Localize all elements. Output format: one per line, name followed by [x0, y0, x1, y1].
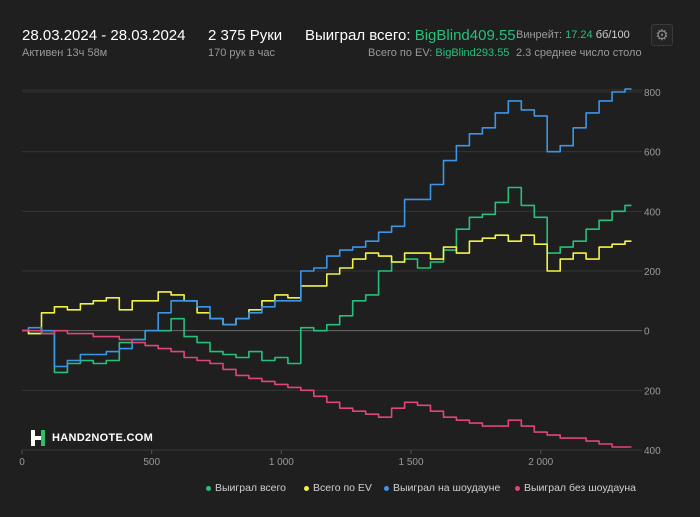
winrate: Винрейт: 17.24 бб/100	[516, 29, 630, 41]
stats-header: 28.03.2024 - 28.03.2024 Активен 13ч 58м …	[0, 0, 700, 70]
series-showdown	[22, 88, 632, 368]
x-tick-label: 500	[143, 457, 160, 468]
won-total-value: BigBlind409.55	[414, 27, 516, 44]
series-won-total	[22, 186, 632, 374]
y-tick-label: 200	[644, 386, 661, 397]
legend-label: Выиграл на шоудауне	[393, 482, 501, 494]
legend-label: Выиграл всего	[215, 482, 286, 494]
hands-per-hour: 170 рук в час	[208, 47, 276, 59]
legend-label: Всего по EV	[313, 482, 372, 494]
legend-dot	[384, 485, 389, 491]
winrate-value: 17.24	[565, 29, 593, 41]
y-tick-label: 400	[644, 207, 661, 218]
legend-item-non-showdown[interactable]: Выиграл без шоудауна	[515, 482, 636, 494]
x-tick-label: 1 000	[269, 457, 294, 468]
avg-tables: 2.3 среднее число столо	[516, 47, 642, 59]
logo-icon	[31, 430, 45, 446]
y-tick-label: 600	[644, 148, 661, 159]
ev-label: Всего по EV:	[368, 47, 433, 59]
settings-button[interactable]: ⚙	[651, 24, 673, 46]
y-tick-label: 200	[644, 267, 661, 278]
gear-icon: ⚙	[655, 27, 669, 44]
y-tick-label: 800	[644, 88, 661, 99]
x-tick-label: 2 000	[528, 457, 553, 468]
x-tick-label: 1 500	[399, 457, 424, 468]
chart-legend: Выиграл всего Всего по EV Выиграл на шоу…	[200, 482, 650, 498]
date-range: 28.03.2024 - 28.03.2024	[22, 27, 186, 44]
legend-dot	[515, 485, 520, 491]
profit-chart: 800 600 400 200 0 200 400 0 500 1 000 1 500 2 000	[19, 88, 661, 468]
y-tick-label: 400	[644, 446, 661, 457]
x-tick-label: 0	[19, 457, 25, 468]
winrate-label: Винрейт:	[516, 29, 563, 41]
legend-label: Выиграл без шоудауна	[524, 482, 636, 494]
legend-dot	[304, 485, 309, 491]
legend-item-showdown[interactable]: Выиграл на шоудауне	[384, 482, 500, 494]
winrate-unit: бб/100	[595, 29, 630, 41]
ev-total: Всего по EV: BigBlind293.55	[368, 47, 509, 59]
y-tick-label: 0	[644, 327, 650, 338]
hands-count: 2 375 Руки	[208, 27, 283, 44]
active-time: Активен 13ч 58м	[22, 47, 108, 59]
legend-item-won-total[interactable]: Выиграл всего	[206, 482, 286, 494]
won-total: Выиграл всего: BigBlind409.55	[305, 27, 516, 44]
series-non-showdown	[22, 329, 632, 448]
legend-item-ev[interactable]: Всего по EV	[304, 482, 372, 494]
won-total-label: Выиграл всего:	[305, 27, 411, 44]
hand2note-logo: HAND2NOTE.COM	[30, 428, 153, 448]
ev-value: BigBlind293.55	[435, 47, 510, 59]
legend-dot	[206, 485, 211, 491]
series-ev	[22, 234, 632, 335]
logo-text: HAND2NOTE.COM	[52, 432, 154, 444]
